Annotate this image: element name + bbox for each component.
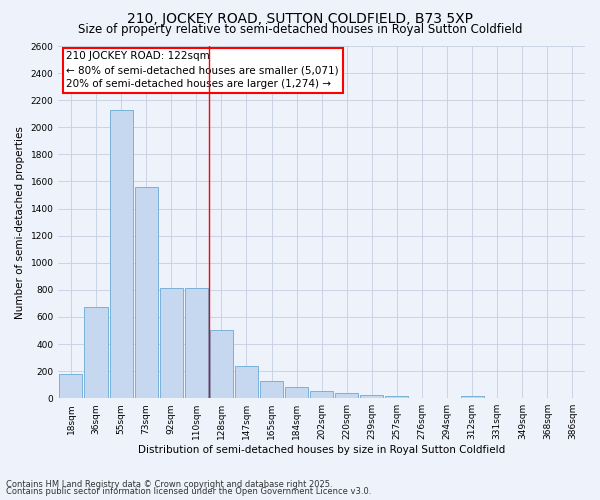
Y-axis label: Number of semi-detached properties: Number of semi-detached properties — [15, 126, 25, 318]
Bar — [210, 330, 233, 398]
Bar — [335, 394, 358, 398]
Bar — [235, 366, 258, 398]
X-axis label: Distribution of semi-detached houses by size in Royal Sutton Coldfield: Distribution of semi-detached houses by … — [138, 445, 505, 455]
Bar — [110, 110, 133, 398]
Bar — [59, 374, 82, 398]
Bar — [185, 288, 208, 398]
Bar — [260, 380, 283, 398]
Bar — [85, 308, 107, 398]
Text: 210 JOCKEY ROAD: 122sqm
← 80% of semi-detached houses are smaller (5,071)
20% of: 210 JOCKEY ROAD: 122sqm ← 80% of semi-de… — [67, 52, 339, 90]
Bar — [134, 187, 158, 398]
Bar — [461, 396, 484, 398]
Bar — [285, 388, 308, 398]
Text: 210, JOCKEY ROAD, SUTTON COLDFIELD, B73 5XP: 210, JOCKEY ROAD, SUTTON COLDFIELD, B73 … — [127, 12, 473, 26]
Bar — [310, 391, 333, 398]
Text: Contains HM Land Registry data © Crown copyright and database right 2025.: Contains HM Land Registry data © Crown c… — [6, 480, 332, 489]
Bar — [385, 396, 409, 398]
Text: Size of property relative to semi-detached houses in Royal Sutton Coldfield: Size of property relative to semi-detach… — [78, 22, 522, 36]
Bar — [160, 288, 183, 398]
Text: Contains public sector information licensed under the Open Government Licence v3: Contains public sector information licen… — [6, 487, 371, 496]
Bar — [361, 396, 383, 398]
